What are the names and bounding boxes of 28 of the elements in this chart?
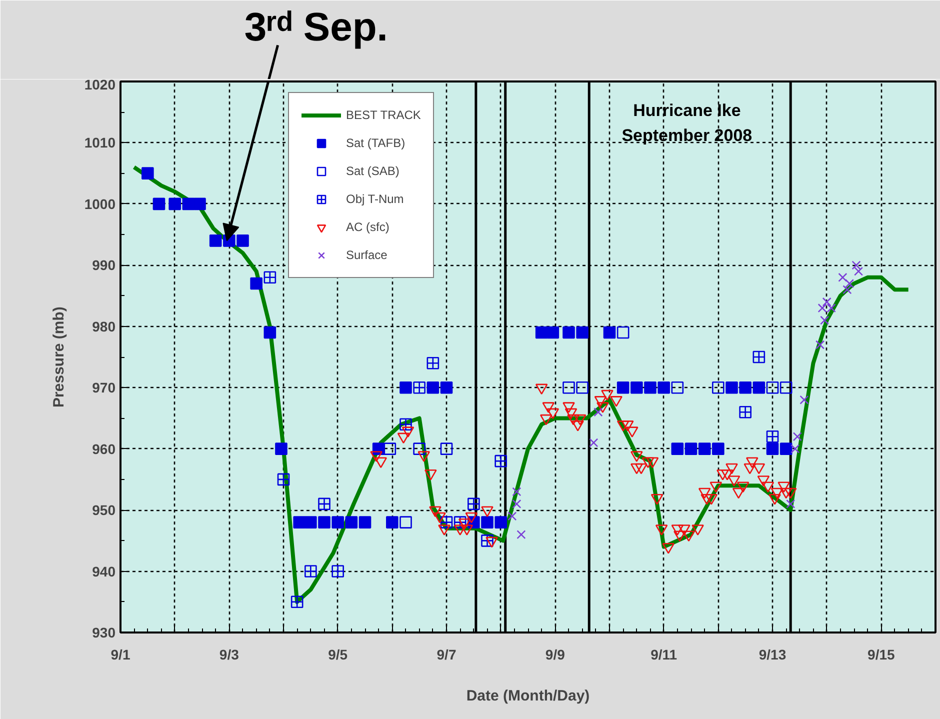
y-tick-label: 930	[92, 624, 116, 640]
x-tick-label: 9/3	[219, 646, 240, 662]
x-tick-label: 9/15	[868, 646, 896, 662]
annotation: 3ʳᵈ Sep.	[244, 6, 388, 50]
legend-label: Sat (TAFB)	[346, 136, 406, 150]
y-tick-label: 940	[92, 563, 116, 580]
x-tick-label: 9/7	[436, 646, 456, 662]
x-axis-title: Date (Month/Day)	[466, 688, 590, 704]
x-tick-label: 9/5	[328, 646, 348, 662]
y-tick-label: 960	[92, 440, 116, 457]
legend-label: AC (sfc)	[346, 220, 390, 234]
y-axis-title: Pressure (mb)	[50, 306, 68, 408]
legend-label: BEST TRACK	[346, 108, 421, 122]
y-tick-label: 980	[92, 318, 116, 334]
legend-label: Surface	[346, 248, 388, 262]
x-tick-label: 9/1	[110, 646, 130, 662]
x-tick-label: 9/11	[650, 646, 678, 662]
y-tick-label: 990	[92, 257, 116, 274]
x-tick-label: 9/9	[545, 646, 566, 662]
x-tick-label: 9/13	[758, 646, 786, 662]
y-tick-label: 950	[92, 502, 116, 518]
legend-label: Sat (SAB)	[346, 164, 400, 178]
y-tick-label: 970	[92, 380, 116, 396]
y-tick-label: 1010	[84, 134, 116, 151]
y-tick-label: 1020	[84, 76, 116, 92]
annotation: Hurricane Ike September 2008	[622, 101, 752, 145]
legend-label: Obj T-Num	[346, 192, 404, 206]
y-tick-label: 1000	[84, 196, 116, 212]
